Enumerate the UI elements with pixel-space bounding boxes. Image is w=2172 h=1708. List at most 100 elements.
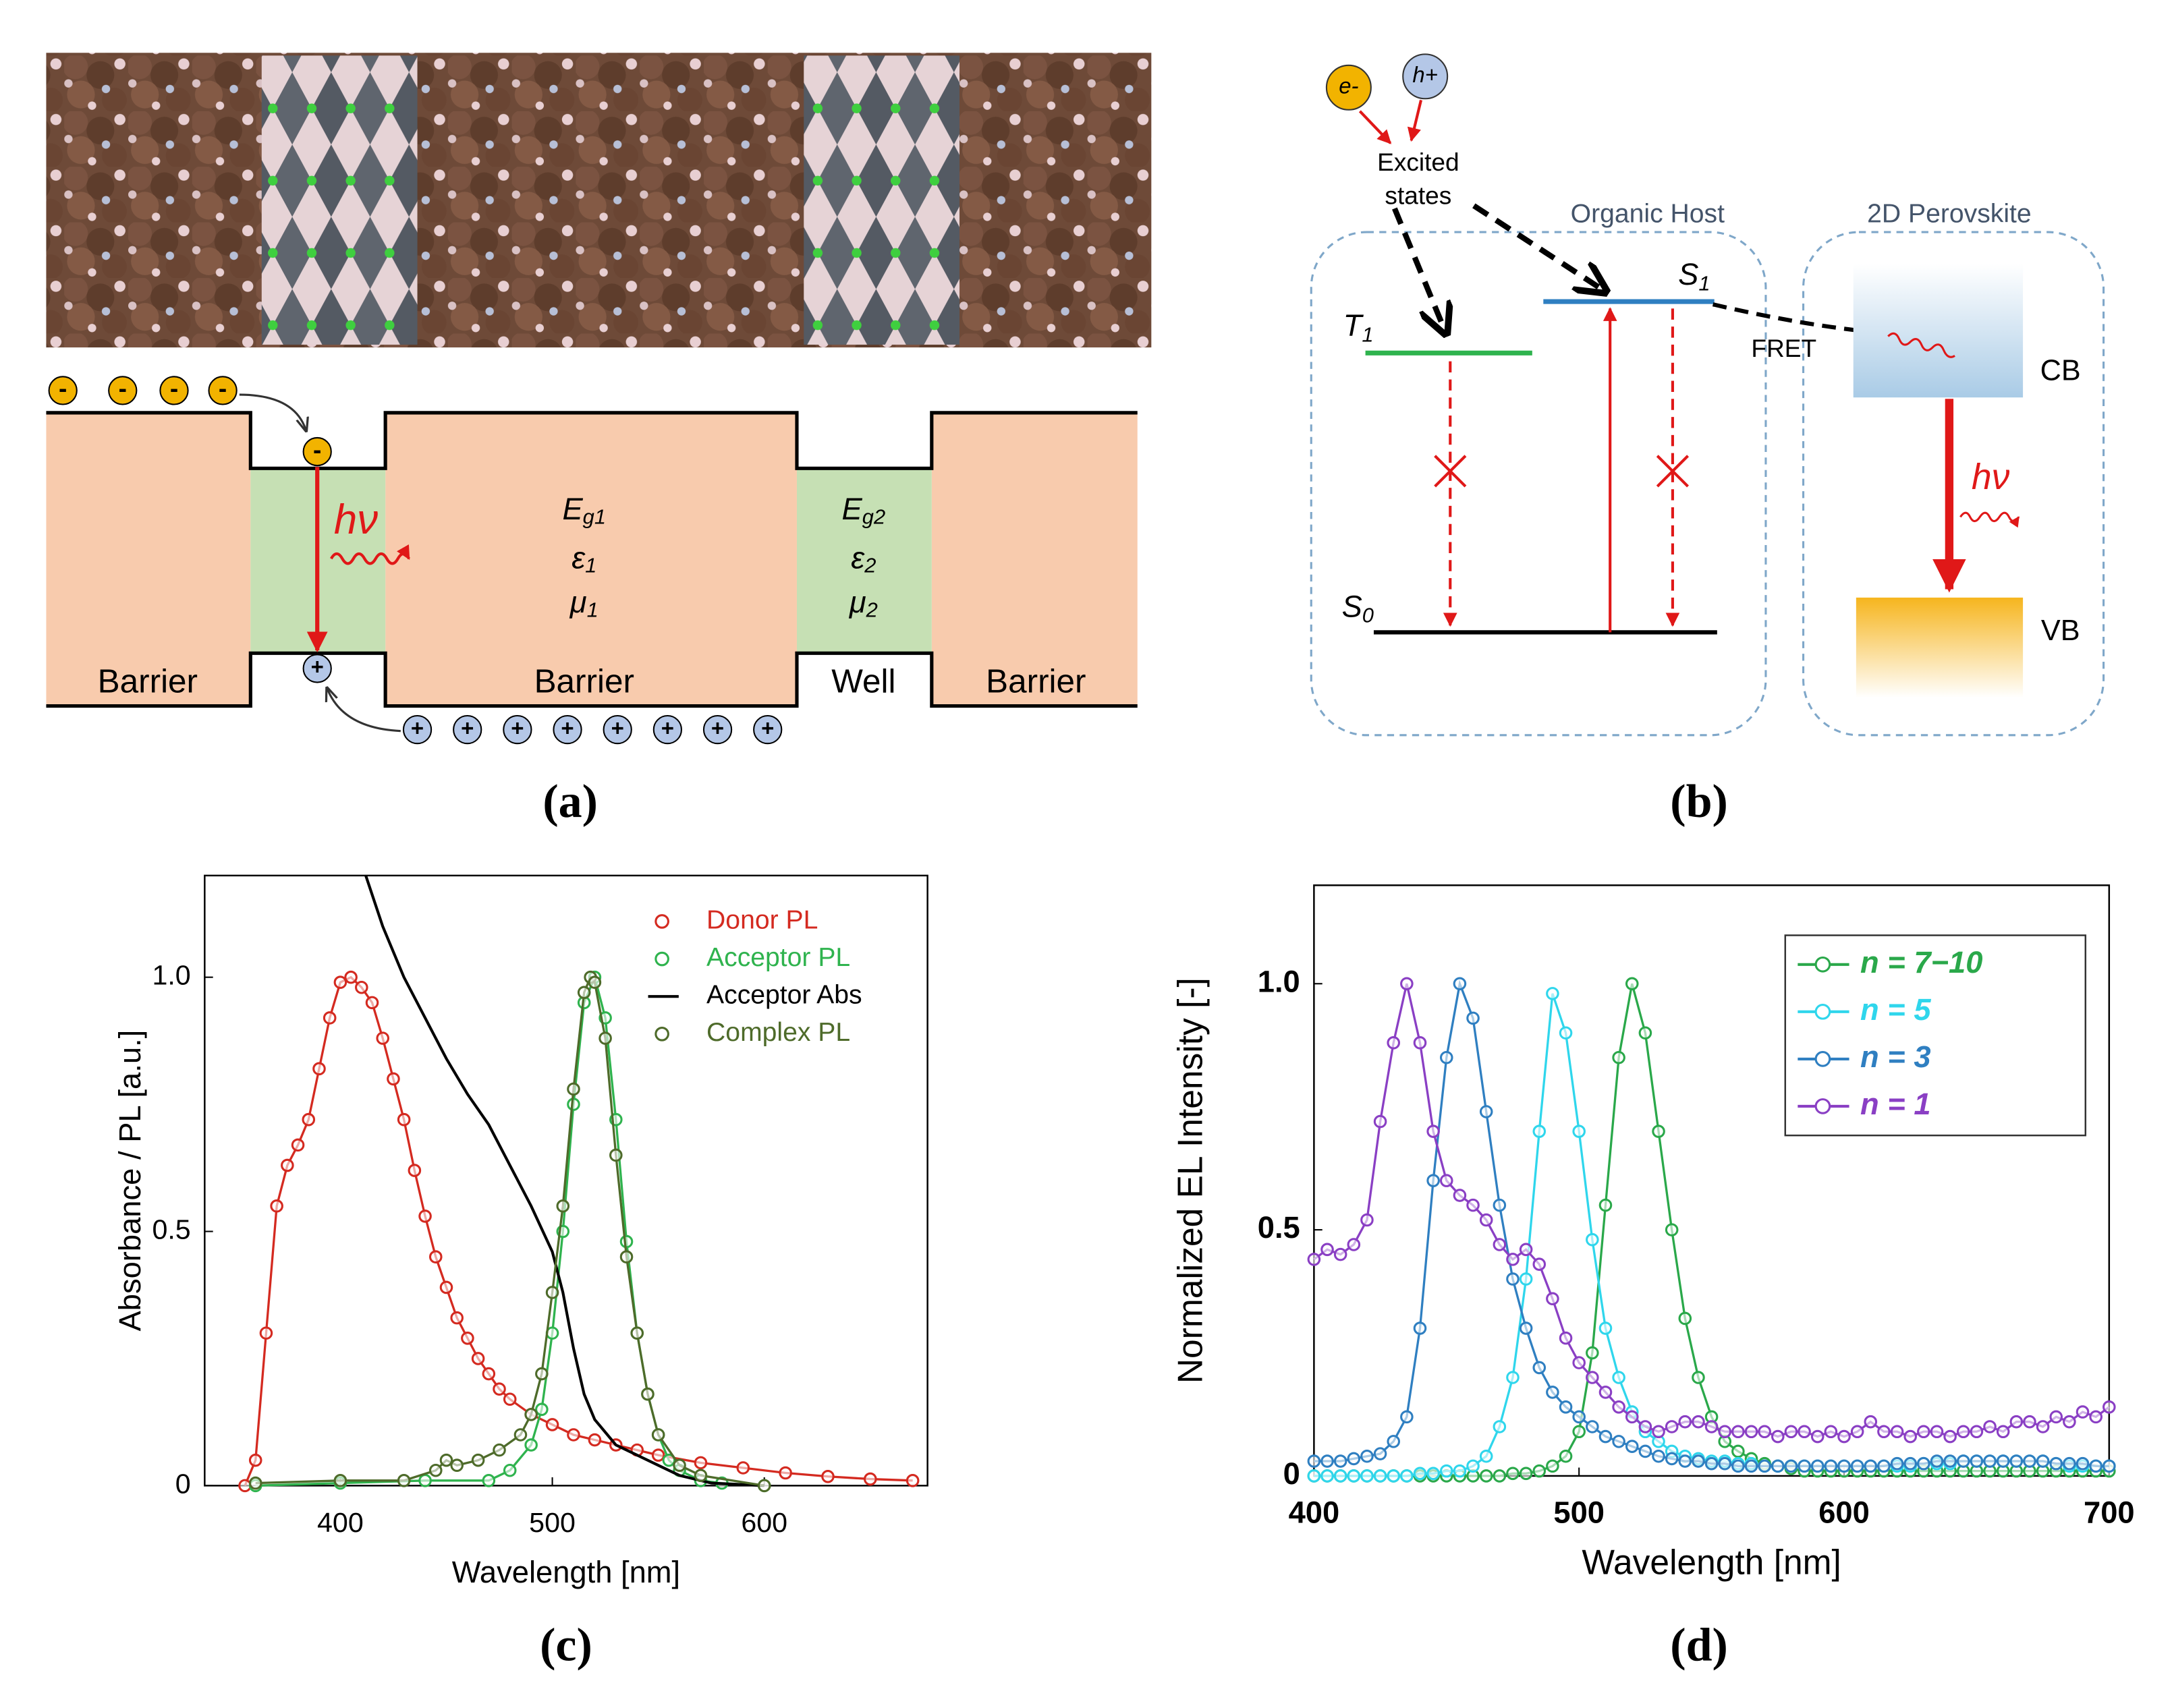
data-point (630, 1326, 644, 1340)
data-point (1917, 1456, 1930, 1471)
data-point (1307, 1454, 1321, 1468)
data-point (694, 1469, 708, 1483)
data-point (1506, 1467, 1520, 1481)
data-point (1652, 1425, 1665, 1439)
param-symbol: E (842, 492, 863, 526)
data-point (1956, 1454, 1970, 1468)
data-point (1532, 1464, 1547, 1478)
data-point (736, 1461, 750, 1475)
photon-wave (330, 544, 410, 565)
data-point (1612, 1435, 1625, 1448)
data-point (1970, 1454, 1984, 1468)
data-point (1771, 1429, 1785, 1444)
data-point (1612, 1050, 1625, 1064)
data-point (418, 1474, 432, 1487)
data-point (694, 1456, 708, 1470)
data-point (588, 975, 602, 989)
data-point (2009, 1454, 2024, 1468)
photon-wave (1959, 511, 2020, 528)
data-point (1559, 1400, 1573, 1414)
param-symbol: ε (851, 540, 865, 575)
hole (453, 714, 482, 745)
plot-frame (204, 874, 928, 1487)
data-point (1704, 1456, 1719, 1471)
data-point (1771, 1459, 1785, 1473)
excited-states: states (1385, 181, 1451, 209)
x-axis-label: Wavelength [nm] (1582, 1542, 1841, 1581)
data-point (1347, 1238, 1361, 1251)
holes: + + + + + + + + + (302, 654, 783, 745)
data-point (1850, 1459, 1864, 1473)
data-point (387, 1072, 400, 1086)
series-line (255, 973, 764, 1487)
data-point (1559, 1331, 1573, 1345)
data-point (1943, 1454, 1957, 1468)
data-point (1718, 1425, 1732, 1439)
data-point (1387, 1036, 1401, 1050)
panel-label: (a) (542, 776, 598, 828)
electron-sign: - (170, 374, 178, 403)
data-point (1930, 1425, 1944, 1439)
data-point (1625, 1410, 1639, 1424)
data-point (1652, 1449, 1665, 1463)
data-point (2036, 1454, 2050, 1468)
electron (1325, 64, 1372, 111)
level-label: S1 (1678, 257, 1710, 295)
data-point (482, 1367, 496, 1381)
data-point (1347, 1452, 1361, 1466)
data-point (248, 1453, 262, 1467)
panel-a: - - - - - + + + + + + + + + hν Eg1 ε1 μ1… (46, 53, 1152, 828)
y-axis-label: Normalized EL Intensity [-] (1171, 977, 1210, 1384)
x-tick-label: 600 (1818, 1496, 1870, 1530)
data-point (1572, 1410, 1586, 1424)
data-point (355, 980, 368, 994)
data-point (1784, 1459, 1798, 1473)
data-point (471, 1453, 485, 1467)
data-point (545, 1418, 559, 1431)
data-point (1426, 1125, 1440, 1138)
cross (1656, 455, 1690, 488)
data-point (248, 1476, 262, 1490)
data-point (428, 1250, 443, 1263)
param: μ2 (849, 585, 878, 621)
data-point (1744, 1459, 1758, 1473)
data-point (651, 1448, 665, 1462)
data-point (1506, 1253, 1520, 1266)
level-label: S0 (1342, 589, 1374, 627)
valence-band (46, 651, 1138, 708)
data-point (1320, 1469, 1334, 1483)
data-point (864, 1472, 877, 1486)
electrons: - - - - - (48, 374, 332, 467)
y-tick-label: 0.5 (1258, 1210, 1300, 1245)
x-tick-label: 600 (741, 1507, 787, 1538)
level-symbol: T (1343, 308, 1364, 343)
data-point (2063, 1415, 2076, 1429)
data-point (1586, 1371, 1599, 1384)
hole-label: h+ (1412, 62, 1438, 87)
data-point (1970, 1425, 1984, 1439)
legend-label: n = 5 (1860, 992, 1931, 1027)
electron (302, 436, 332, 467)
y-tick-label: 0.5 (152, 1214, 190, 1245)
excited-states: Excited (1377, 148, 1459, 176)
data-point (1479, 1105, 1493, 1118)
data-point (1400, 1410, 1414, 1424)
data-point (1413, 1321, 1427, 1335)
data-point (1373, 1114, 1387, 1129)
data-point (619, 1250, 634, 1263)
data-point (1652, 1125, 1665, 1138)
data-point (1903, 1456, 1917, 1471)
data-point (270, 1199, 283, 1213)
data-point (1307, 1253, 1321, 1266)
x-tick-label: 500 (529, 1507, 576, 1538)
data-point (1598, 1198, 1613, 1212)
param-symbol: μ (569, 585, 587, 619)
data-point (291, 1138, 305, 1152)
data-point (2063, 1456, 2076, 1471)
legend-marker (655, 914, 669, 929)
hole-sign: + (511, 715, 524, 740)
data-point (493, 1443, 506, 1457)
data-point (1519, 1272, 1533, 1286)
electron-sign: - (119, 374, 127, 403)
data-point (1625, 977, 1639, 991)
